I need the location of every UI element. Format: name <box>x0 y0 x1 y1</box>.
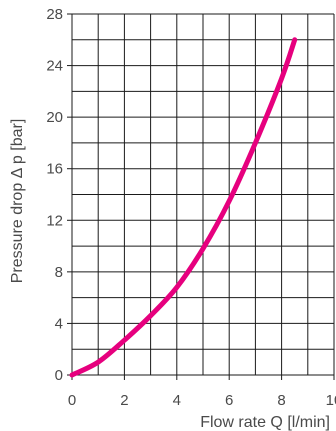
x-tick-label: 4 <box>173 392 181 409</box>
x-tick-label: 0 <box>68 392 76 409</box>
y-tick-label: 12 <box>46 212 63 229</box>
x-tick-label: 8 <box>277 392 285 409</box>
y-tick-label: 0 <box>55 367 63 384</box>
tick-labels: 04812162024280246810 <box>46 6 336 409</box>
x-axis-label: Flow rate Q [l/min] <box>200 414 330 431</box>
grid <box>71 13 335 376</box>
series-line-0 <box>69 37 298 378</box>
y-tick-label: 24 <box>46 58 63 75</box>
series-layer <box>69 37 298 378</box>
x-tick-label: 2 <box>120 392 128 409</box>
x-tick-label: 6 <box>225 392 233 409</box>
y-axis-label: Pressure drop Δ p [bar] <box>9 119 26 284</box>
y-tick-label: 16 <box>46 161 63 178</box>
y-tick-label: 28 <box>46 6 63 23</box>
y-tick-label: 20 <box>46 109 63 126</box>
y-tick-label: 8 <box>55 264 63 281</box>
x-tick-label: 10 <box>326 392 336 409</box>
axes <box>67 13 335 380</box>
y-tick-label: 4 <box>55 315 63 332</box>
